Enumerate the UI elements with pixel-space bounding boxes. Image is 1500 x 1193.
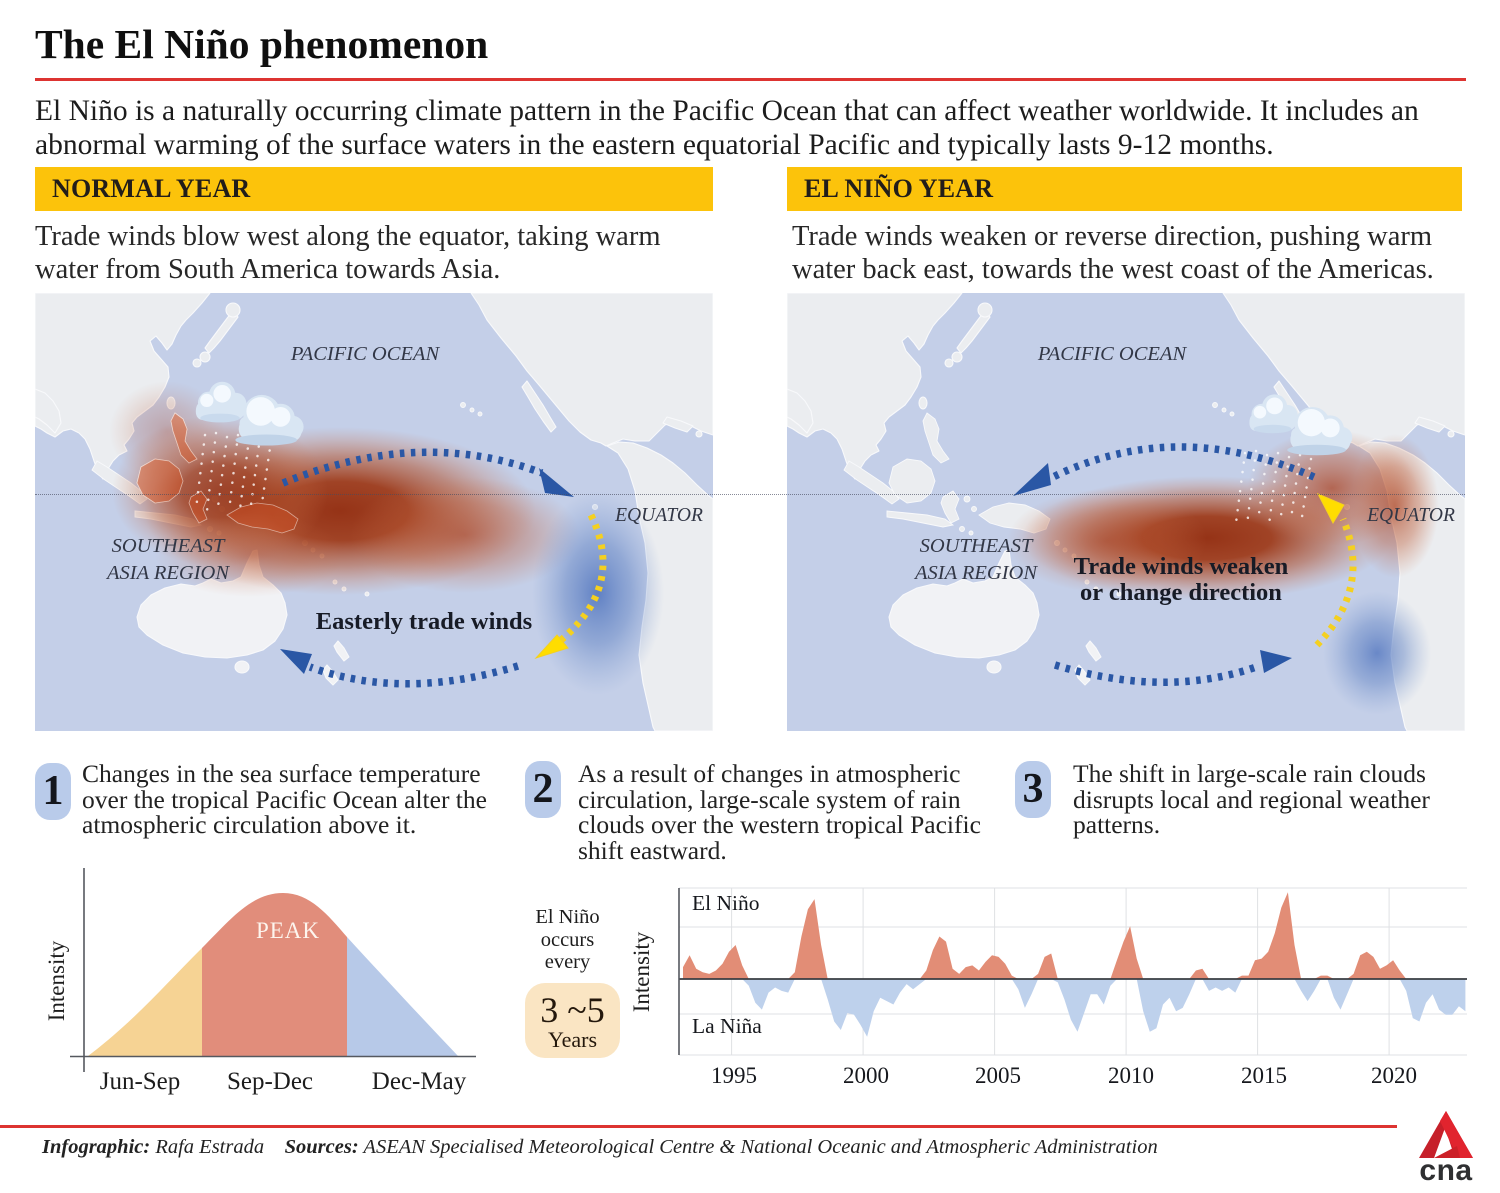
svg-text:PEAK: PEAK (256, 918, 320, 943)
svg-text:Sep-Dec: Sep-Dec (227, 1068, 313, 1095)
svg-text:Jun-Sep: Jun-Sep (100, 1068, 181, 1095)
svg-text:2015: 2015 (1241, 1063, 1287, 1088)
svg-text:Intensity: Intensity (44, 940, 69, 1021)
svg-text:ASIA REGION: ASIA REGION (913, 562, 1038, 584)
svg-text:SOUTHEAST: SOUTHEAST (920, 535, 1034, 557)
svg-text:2005: 2005 (975, 1063, 1021, 1088)
svg-text:PACIFIC OCEAN: PACIFIC OCEAN (290, 343, 441, 365)
svg-text:PACIFIC OCEAN: PACIFIC OCEAN (1037, 343, 1188, 365)
svg-text:cna: cna (1419, 1154, 1472, 1187)
svg-text:Dec-May: Dec-May (372, 1068, 467, 1095)
svg-text:or change direction: or change direction (1080, 579, 1282, 606)
svg-text:EQUATOR: EQUATOR (614, 505, 703, 526)
svg-text:ASIA REGION: ASIA REGION (105, 562, 230, 584)
svg-text:SOUTHEAST: SOUTHEAST (112, 535, 226, 557)
svg-text:2020: 2020 (1371, 1063, 1417, 1088)
svg-text:El Niño: El Niño (692, 891, 759, 915)
svg-text:1995: 1995 (711, 1063, 757, 1088)
svg-text:La Niña: La Niña (692, 1014, 762, 1038)
svg-text:Intensity: Intensity (630, 931, 654, 1012)
svg-text:2010: 2010 (1108, 1063, 1154, 1088)
svg-text:EQUATOR: EQUATOR (1366, 505, 1455, 526)
svg-text:Easterly trade winds: Easterly trade winds (316, 608, 532, 635)
svg-text:Trade winds weaken: Trade winds weaken (1074, 553, 1289, 580)
svg-text:2000: 2000 (843, 1063, 889, 1088)
